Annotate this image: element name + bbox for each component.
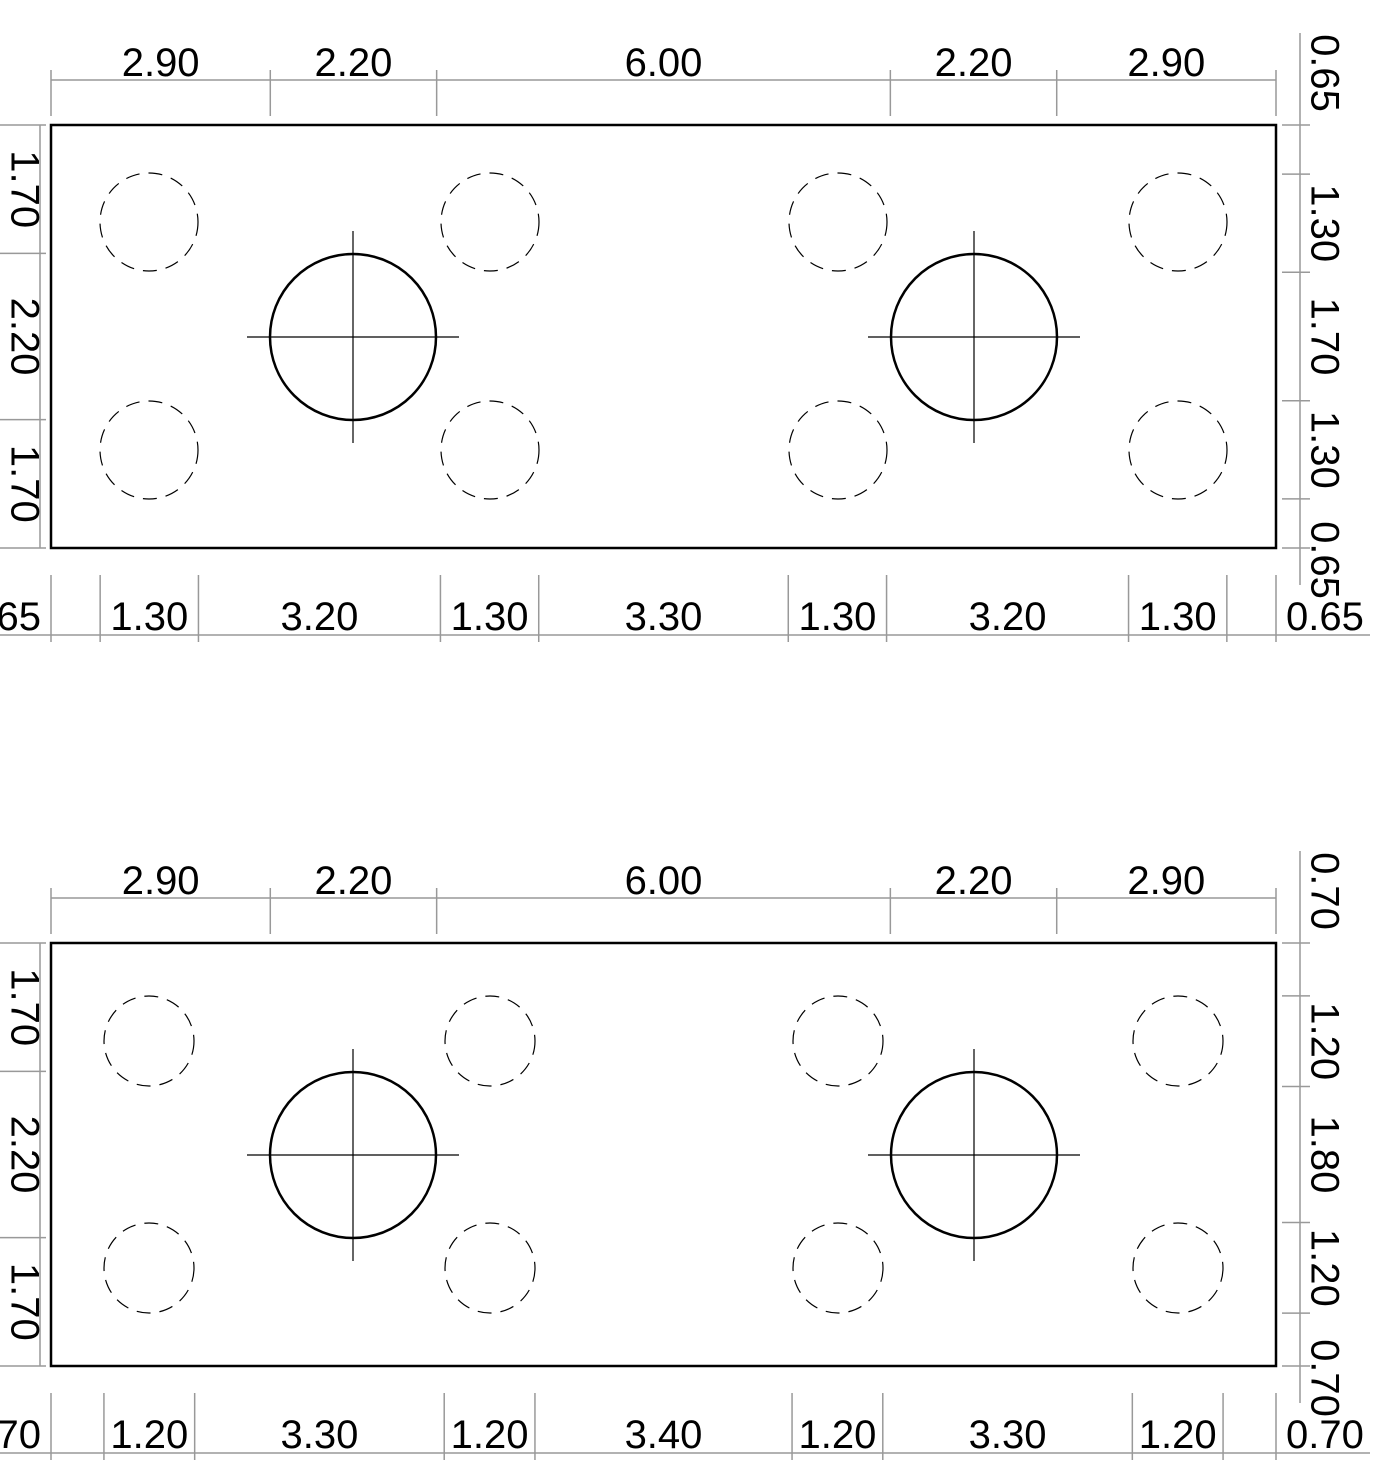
dimension-label: 2.20 <box>2 298 46 376</box>
dimension-label: 0.70 <box>0 1413 41 1457</box>
bolt-hole <box>792 1222 884 1314</box>
bolt-hole <box>788 172 888 272</box>
bolt-hole <box>103 995 195 1087</box>
bolt-hole <box>440 400 540 500</box>
dimension-label: 0.70 <box>1302 852 1346 930</box>
bolt-hole <box>1132 1222 1224 1314</box>
plate-outline <box>49 941 1278 1368</box>
bolt-hole <box>792 995 884 1087</box>
dimension-label: 2.20 <box>935 41 1013 85</box>
dimension-label: 1.20 <box>451 1413 529 1457</box>
dimension-label: 2.20 <box>315 859 393 903</box>
dimension-label: 1.30 <box>1302 411 1346 489</box>
bolt-hole <box>99 400 199 500</box>
dimension-label: 1.30 <box>110 595 188 639</box>
dimension-label: 3.40 <box>625 1413 703 1457</box>
dimension-label: 1.20 <box>798 1413 876 1457</box>
dimension-label: 2.20 <box>2 1116 46 1194</box>
plate-outline <box>49 123 1278 550</box>
dimension-label: 1.70 <box>2 445 46 523</box>
dimension-label: 1.20 <box>1302 1002 1346 1080</box>
dimension-label: 2.90 <box>1127 859 1205 903</box>
dimension-label: 3.20 <box>281 595 359 639</box>
bolt-hole <box>1128 400 1228 500</box>
dimension-label: 2.90 <box>122 859 200 903</box>
dimension-label: 3.20 <box>969 595 1047 639</box>
dimension-label: 0.70 <box>1286 1413 1364 1457</box>
bolt-hole <box>99 172 199 272</box>
dimension-label: 1.70 <box>1302 298 1346 376</box>
dimension-label: 1.30 <box>1302 184 1346 262</box>
dimension-label: 1.20 <box>1139 1413 1217 1457</box>
dimension-label: 0.65 <box>0 595 41 639</box>
bolt-hole <box>444 995 536 1087</box>
bolt-hole <box>444 1222 536 1314</box>
dimension-label: 6.00 <box>625 859 703 903</box>
dimension-label: 0.65 <box>1302 521 1346 599</box>
bolt-hole <box>1132 995 1224 1087</box>
dimension-label: 0.65 <box>1302 34 1346 112</box>
bolt-hole <box>103 1222 195 1314</box>
dimension-label: 3.30 <box>281 1413 359 1457</box>
dimension-label: 1.70 <box>2 150 46 228</box>
dimension-label: 2.90 <box>1127 41 1205 85</box>
dimension-label: 3.30 <box>625 595 703 639</box>
dimension-label: 1.30 <box>451 595 529 639</box>
dimension-label: 6.00 <box>625 41 703 85</box>
dimension-label: 0.65 <box>1286 595 1364 639</box>
dimension-label: 1.80 <box>1302 1116 1346 1194</box>
dimension-label: 1.30 <box>798 595 876 639</box>
dimension-label: 1.70 <box>2 968 46 1046</box>
dimension-label: 1.30 <box>1139 595 1217 639</box>
dimension-label: 2.20 <box>315 41 393 85</box>
dimension-label: 1.70 <box>2 1263 46 1341</box>
dimension-label: 2.90 <box>122 41 200 85</box>
dimension-label: 1.20 <box>110 1413 188 1457</box>
dimension-label: 3.30 <box>969 1413 1047 1457</box>
bolt-hole <box>788 400 888 500</box>
dimension-label: 1.20 <box>1302 1229 1346 1307</box>
bolt-hole <box>440 172 540 272</box>
bolt-hole <box>1128 172 1228 272</box>
dimension-label: 0.70 <box>1302 1339 1346 1417</box>
dimension-label: 2.20 <box>935 859 1013 903</box>
